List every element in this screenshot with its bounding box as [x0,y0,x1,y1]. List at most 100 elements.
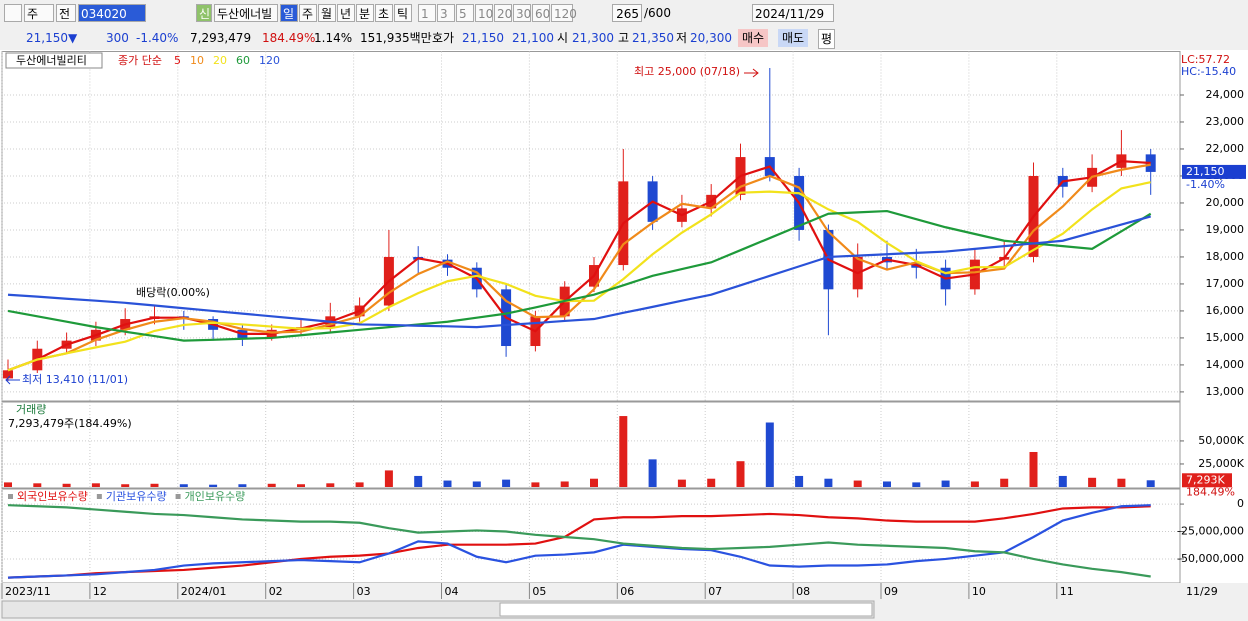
y-tick-label: 14,000 [1206,358,1245,371]
candle-body [1145,154,1156,172]
legend-entry: 5 [174,54,181,67]
x-tick-label: 06 [620,585,634,598]
period-button[interactable]: 주 [299,4,317,22]
volume-bar [912,482,921,487]
hc-label: HC:-15.40 [1181,65,1236,78]
interval-button[interactable]: 120 [551,4,577,22]
legend-entry: 10 [190,54,204,67]
interval-button[interactable]: 60 [532,4,550,22]
y-tick-label: 18,000 [1206,250,1245,263]
period-button[interactable]: 틱 [394,4,412,22]
x-tick-label: 2024/01 [181,585,227,598]
volume-bar [824,478,833,487]
period-button[interactable]: 초 [375,4,393,22]
x-axis-bar [0,583,1248,600]
lc-label: LC:57.72 [1181,53,1230,66]
ask: 21,150 [462,31,504,45]
x-tick-label: 10 [972,585,986,598]
holding-line [7,505,1151,579]
holding-line [7,504,1151,578]
volume-bar [62,483,71,487]
last-ratio: 184.49% [1186,485,1235,498]
volume-bar [765,422,774,487]
last-price-box [1182,164,1246,179]
y-tick-label: 16,000 [1206,304,1245,317]
holding-line [7,504,1151,579]
x-tick-label: 07 [708,585,722,598]
date-input[interactable]: 2024/11/29 [752,4,834,22]
x-tick-label: 09 [884,585,898,598]
y-tick-label: 0 [1237,497,1244,510]
rate: -1.40% [136,31,179,45]
volume-bar [970,481,979,487]
volume-bar [560,481,569,487]
volume-bar [1117,478,1126,487]
interval-button[interactable]: 10 [475,4,493,22]
scroll-thumb [499,602,873,617]
volume-bar [795,475,804,487]
price: 21,150▼ [26,31,78,45]
volume-bar [1146,480,1155,487]
volume-bar [267,483,276,487]
avg-button[interactable]: 평 [818,29,836,49]
menu-icon[interactable] [4,4,22,22]
legend-entry: 120 [259,54,280,67]
x-tick-label: 08 [796,585,810,598]
bid: 21,100 [512,31,554,45]
y-tick-label: 15,000 [1206,331,1245,344]
x-tick-label: 04 [445,585,459,598]
chart-title: 두산에너빌리티 [16,54,87,67]
high-annotation: 최고 25,000 (07/18) [634,65,740,78]
interval-button[interactable]: 30 [513,4,531,22]
amount: 151,935백만 [360,31,432,45]
y-tick-label: 19,000 [1206,223,1245,236]
interval-button[interactable]: 3 [437,4,455,22]
x-tick-label: 11 [1060,585,1074,598]
new-button[interactable]: 신 [196,4,212,22]
legend-entry: 60 [236,54,250,67]
volume-bar [619,416,628,487]
interval-button[interactable]: 5 [456,4,474,22]
y-tick-label: 25,000K [1198,457,1244,470]
arrow [744,68,759,78]
volume-bar [502,479,511,487]
volume-ratio: 184.49% [262,31,316,45]
y-tick-label: -25,000,000 [1177,525,1244,538]
prev-button[interactable]: 전 [56,4,76,22]
interval-button[interactable]: 20 [494,4,512,22]
legend-swatch [8,494,13,499]
x-tick-label: 03 [357,585,371,598]
high-label: 고 [618,31,630,45]
plot-area [0,50,1248,584]
legend-swatch [96,494,102,499]
volume-bar [736,461,745,487]
stock-name: 두산에너빌 [214,4,278,22]
panel-title: 거래량 [16,403,46,416]
period-button[interactable]: 일 [280,4,298,22]
volume-bar [297,484,305,487]
high: 21,350 [632,31,674,45]
moving-average [7,163,1151,372]
sell-button[interactable]: 매도 [778,29,809,47]
period-button[interactable]: 분 [356,4,374,22]
legend-entry: 외국인보유수량 [17,490,88,503]
moving-average [7,209,1152,342]
volume-bar [414,475,423,487]
interval-button[interactable]: 1 [418,4,436,22]
volume-bar [1058,475,1067,487]
period-button[interactable]: 년 [337,4,355,22]
market-select[interactable]: 주 [24,4,54,22]
code-input[interactable]: 034020 [78,4,146,22]
volume-bar [590,478,598,487]
buy-button[interactable]: 매수 [738,29,769,47]
period-button[interactable]: 월 [318,4,336,22]
volume-bar [883,481,891,487]
last-volume-box [1182,473,1232,488]
volume-bar [677,479,686,487]
count-input[interactable]: 265 [612,4,642,22]
legend-entry: 기관보유수량 [106,490,167,503]
y-tick-label: 23,000 [1206,115,1245,128]
y-tick-label: 20,000 [1206,196,1245,209]
volume-bar [209,484,218,487]
